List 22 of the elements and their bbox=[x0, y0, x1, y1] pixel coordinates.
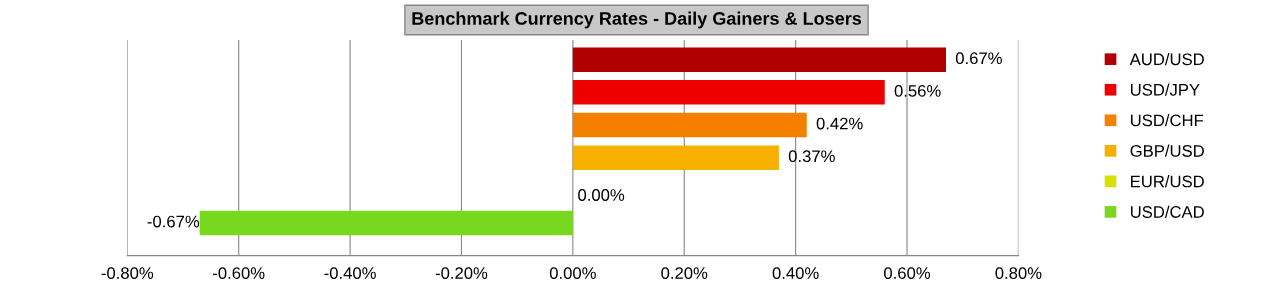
legend-label: AUD/USD bbox=[1129, 52, 1204, 66]
x-tick-label: 0.80% bbox=[995, 267, 1042, 279]
x-tick-label: 0.40% bbox=[772, 267, 819, 279]
x-tick-label: -0.80% bbox=[101, 267, 154, 279]
x-tick-label: -0.40% bbox=[324, 267, 376, 279]
legend-label: USD/CAD bbox=[1130, 205, 1204, 218]
data-label: 0.00% bbox=[578, 189, 625, 201]
legend-label: USD/CHF bbox=[1130, 114, 1204, 127]
data-label: 0.42% bbox=[816, 117, 863, 130]
x-tick-label: 0.60% bbox=[884, 267, 931, 279]
x-tick-label: 0.20% bbox=[661, 267, 708, 279]
x-tick-label: 0.00% bbox=[549, 267, 596, 279]
data-label: 0.56% bbox=[894, 84, 941, 97]
legend-label: USD/JPY bbox=[1130, 83, 1200, 96]
x-tick-label: -0.60% bbox=[213, 267, 265, 279]
chart-title: Benchmark Currency Rates - Daily Gainers & Losers bbox=[412, 11, 862, 29]
data-label: -0.67% bbox=[147, 215, 200, 228]
legend-label: GBP/USD bbox=[1130, 144, 1204, 157]
data-label: 0.37% bbox=[788, 150, 835, 163]
x-tick-label: -0.20% bbox=[435, 267, 488, 279]
data-label: 0.67% bbox=[955, 52, 1002, 65]
legend-label: EUR/USD bbox=[1131, 175, 1204, 188]
